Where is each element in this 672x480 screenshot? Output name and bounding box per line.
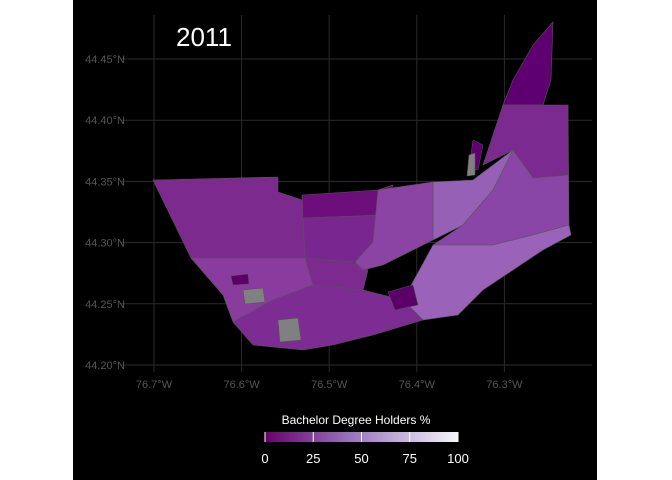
legend-tick-label: 75 xyxy=(403,451,417,466)
region-missing-3 xyxy=(242,287,266,305)
y-tick-label: 44.35°N xyxy=(85,176,125,188)
region-northeast-mid xyxy=(482,104,569,179)
y-tick-label: 44.40°N xyxy=(85,115,125,127)
legend-ticks: 0 25 50 75 100 xyxy=(261,432,469,466)
x-tick-label: 76.5°W xyxy=(311,379,348,391)
legend-tick-label: 50 xyxy=(354,451,368,466)
legend-tick-label: 100 xyxy=(447,451,469,466)
map-panel: 76.7°W 76.6°W 76.5°W 76.4°W 76.3°W 44.20°N 44.… xyxy=(73,0,597,480)
x-tick-label: 76.4°W xyxy=(399,379,436,391)
axis-labels: 76.7°W 76.6°W 76.5°W 76.4°W 76.3°W 44.20°N 44.… xyxy=(85,54,523,391)
region-northeast xyxy=(502,21,554,106)
region-small-dark xyxy=(230,273,250,286)
x-tick-label: 76.3°W xyxy=(486,379,523,391)
region-missing-2 xyxy=(466,152,476,177)
y-tick-label: 44.25°N xyxy=(85,299,125,311)
region-missing-1 xyxy=(277,317,302,343)
x-tick-label: 76.7°W xyxy=(136,379,173,391)
region-small-dark-2 xyxy=(387,284,419,311)
choropleth-map: 76.7°W 76.6°W 76.5°W 76.4°W 76.3°W 44.20°N 44.… xyxy=(85,15,592,466)
legend-title: Bachelor Degree Holders % xyxy=(282,413,431,427)
legend-tick-label: 25 xyxy=(306,451,320,466)
legend-tick-label: 0 xyxy=(261,451,268,466)
map-regions xyxy=(152,21,572,351)
legend: Bachelor Degree Holders % 0 25 50 75 100 xyxy=(261,413,468,466)
y-tick-label: 44.45°N xyxy=(85,54,125,66)
x-tick-label: 76.6°W xyxy=(223,379,260,391)
map-title: 2011 xyxy=(176,22,232,52)
y-tick-label: 44.30°N xyxy=(85,238,125,250)
y-tick-label: 44.20°N xyxy=(85,360,125,372)
